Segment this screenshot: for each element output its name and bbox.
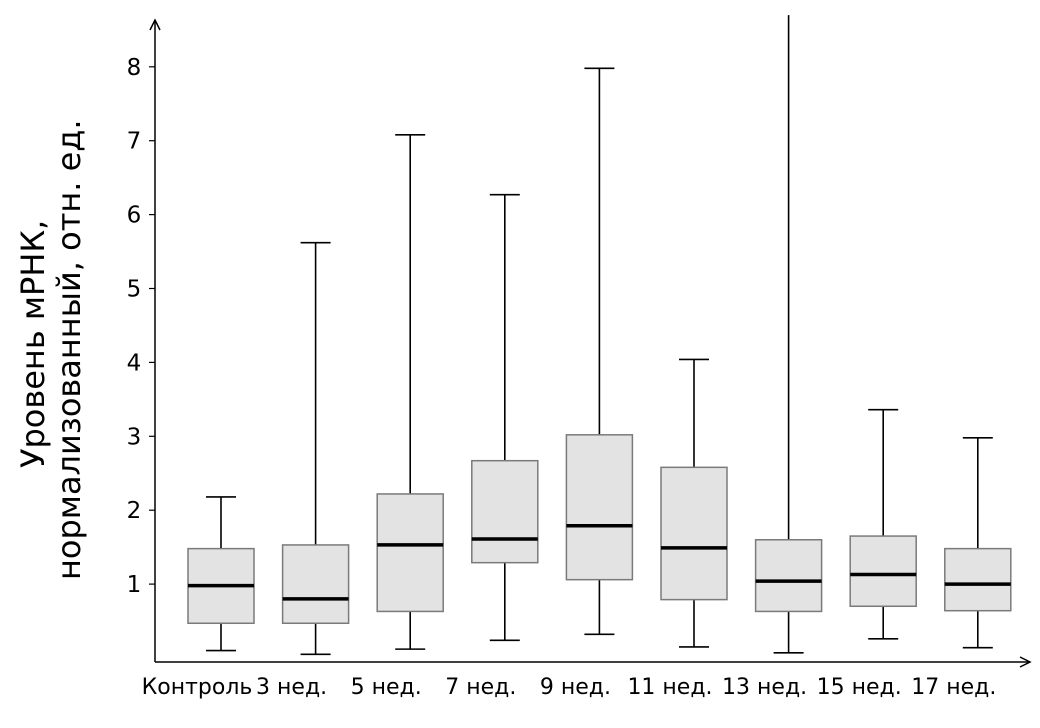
y-tick-label: 1	[127, 572, 142, 598]
box-3	[376, 133, 444, 650]
x-tick-label: 5 нед.	[351, 675, 422, 700]
box-2	[281, 241, 350, 656]
iqr-box	[376, 493, 444, 613]
iqr-box	[565, 434, 634, 581]
y-axis-label-line1: Уровень мРНК,	[14, 220, 52, 468]
y-tick-label: 7	[127, 129, 142, 155]
y-axis-arrow	[149, 18, 161, 31]
box-8	[849, 408, 917, 640]
axes	[149, 18, 1032, 668]
x-tick-label: 9 нед.	[540, 675, 611, 700]
x-tick-label: 7 нед.	[445, 675, 516, 700]
x-tick-label: 11 нед.	[627, 675, 712, 700]
x-tick-label: Контроль	[142, 675, 253, 700]
box-4	[471, 193, 539, 642]
box-6	[660, 358, 728, 648]
box-5	[565, 67, 634, 636]
y-ticks: 1 2 3 4 5 6 7 8	[127, 55, 155, 598]
y-tick-label: 5	[127, 277, 142, 303]
x-axis-arrow	[1019, 656, 1032, 668]
y-tick-label: 4	[127, 350, 142, 376]
y-axis-label-line2: нормализованный, отн. ед.	[50, 119, 88, 580]
x-tick-label: 17 нед.	[911, 675, 996, 700]
x-tick-label: 15 нед.	[817, 675, 902, 700]
iqr-box	[281, 544, 350, 625]
boxes	[187, 15, 1012, 656]
y-tick-label: 3	[127, 424, 142, 450]
iqr-box	[471, 459, 539, 564]
box-7	[754, 15, 823, 654]
iqr-box	[849, 535, 917, 608]
box-9	[944, 436, 1012, 649]
iqr-box	[944, 547, 1012, 612]
x-tick-label: 3 нед.	[256, 675, 327, 700]
iqr-box	[754, 539, 823, 613]
box-1	[187, 496, 255, 652]
x-tick-labels: Контроль 3 нед. 5 нед. 7 нед. 9 нед. 11 нед. 1…	[142, 675, 997, 700]
y-tick-label: 2	[127, 498, 142, 524]
iqr-box	[660, 466, 728, 601]
y-tick-label: 8	[127, 55, 142, 81]
y-axis-label: Уровень мРНК, нормализованный, отн. ед.	[14, 119, 88, 580]
y-tick-label: 6	[127, 203, 142, 229]
x-tick-label: 13 нед.	[722, 675, 807, 700]
